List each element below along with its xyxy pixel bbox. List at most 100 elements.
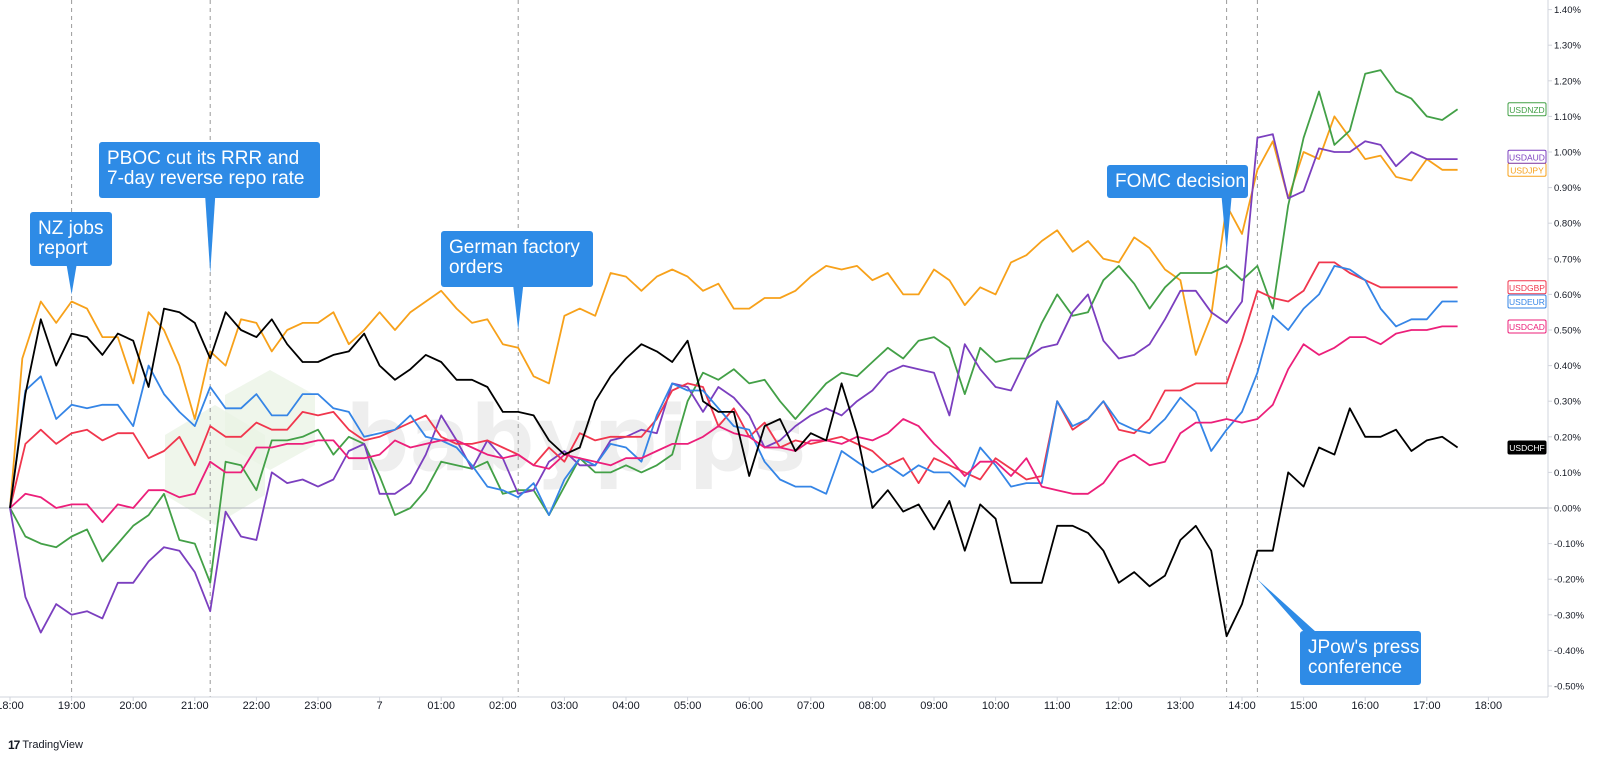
annotation-text: PBOC cut its RRR and xyxy=(107,148,299,169)
annotation-callout: FOMC decision xyxy=(1107,165,1248,252)
x-tick-label: 19:00 xyxy=(58,700,86,712)
series-label-text: USDAUD xyxy=(1509,152,1545,162)
x-tick-label: 14:00 xyxy=(1228,700,1256,712)
x-tick-label: 06:00 xyxy=(735,700,763,712)
x-tick-label: 21:00 xyxy=(181,700,209,712)
y-tick-label: 1.10% xyxy=(1554,112,1581,123)
series-label-usdeur: USDEUR xyxy=(1507,294,1547,309)
y-tick-label: 0.20% xyxy=(1554,432,1581,443)
series-label-text: USDNZD xyxy=(1509,105,1544,115)
y-tick-label: 0.00% xyxy=(1554,504,1581,515)
series-label-box xyxy=(1507,319,1547,334)
series-label-box xyxy=(1507,102,1547,117)
series-label-box xyxy=(1507,280,1547,295)
y-tick-label: 1.30% xyxy=(1554,41,1581,52)
annotation-box xyxy=(1300,631,1421,685)
annotation-pointer xyxy=(205,197,216,274)
series-label-usdnzd: USDNZD xyxy=(1507,102,1547,117)
series-line-usdcad xyxy=(9,325,1458,524)
annotation-text: NZ jobs xyxy=(38,218,103,239)
x-tick-label: 13:00 xyxy=(1167,700,1195,712)
series-label-box xyxy=(1507,294,1547,309)
x-tick-label: 08:00 xyxy=(859,700,887,712)
tradingview-brand-name: TradingView xyxy=(22,739,83,751)
x-tick-label: 18:00 xyxy=(0,700,24,712)
annotation-text: orders xyxy=(449,257,503,278)
series-line-usdaud xyxy=(9,133,1458,634)
annotation-text: German factory xyxy=(449,237,580,258)
series-layer xyxy=(9,69,1459,638)
x-tick-label: 11:00 xyxy=(1044,700,1071,712)
x-tick-label: 15:00 xyxy=(1290,700,1318,712)
y-tick-label: 0.60% xyxy=(1554,290,1581,301)
x-tick-label: 22:00 xyxy=(243,700,271,712)
series-line-usdnzd xyxy=(9,69,1459,584)
series-label-box xyxy=(1507,440,1547,455)
series-label-text: USDGBP xyxy=(1509,283,1545,293)
series-line-usdchf xyxy=(9,307,1459,638)
x-tick-label: 03:00 xyxy=(551,700,579,712)
annotation-pointer xyxy=(513,286,524,330)
series-label-usdcad: USDCAD xyxy=(1507,319,1547,334)
annotation-text: 7-day reverse repo rate xyxy=(107,168,305,189)
series-label-text: USDCHF xyxy=(1509,443,1544,453)
series-label-usdaud: USDAUD xyxy=(1507,149,1547,164)
y-tick-label: 0.90% xyxy=(1554,183,1581,194)
x-tick-label: 12:00 xyxy=(1105,700,1133,712)
annotation-box xyxy=(1107,165,1248,198)
series-label-text: USDEUR xyxy=(1509,297,1545,307)
series-label-box xyxy=(1507,149,1547,164)
y-tick-label: -0.40% xyxy=(1554,646,1585,657)
annotation-text: FOMC decision xyxy=(1115,171,1246,192)
series-label-text: USDJPY xyxy=(1510,165,1544,175)
x-tick-label: 09:00 xyxy=(920,700,948,712)
series-label-usdchf: USDCHF xyxy=(1507,440,1547,455)
tradingview-brand: 17 TradingView xyxy=(8,738,83,752)
x-tick-label: 23:00 xyxy=(304,700,332,712)
series-line-usdgbp xyxy=(9,261,1458,509)
series-label-text: USDCAD xyxy=(1509,322,1545,332)
x-axis: 18:00 19:00 20:00 21:00 22:00 23:00 7 01:00 02:0… xyxy=(0,696,1548,712)
y-tick-label: 1.40% xyxy=(1554,5,1581,16)
y-tick-label: 0.50% xyxy=(1554,326,1581,337)
x-tick-label: 17:00 xyxy=(1413,700,1441,712)
y-tick-label: -0.30% xyxy=(1554,610,1585,621)
y-tick-label: 1.20% xyxy=(1554,76,1581,87)
x-tick-label: 05:00 xyxy=(674,700,702,712)
y-tick-label: 0.70% xyxy=(1554,254,1581,265)
x-tick-label: 04:00 xyxy=(612,700,640,712)
annotation-box xyxy=(99,142,320,198)
tradingview-logo-icon: 17 xyxy=(8,738,20,752)
y-tick-label: 1.00% xyxy=(1554,148,1581,159)
series-label-usdjpy: USDJPY xyxy=(1507,162,1547,177)
annotation-text: report xyxy=(38,238,88,259)
y-tick-label: -0.10% xyxy=(1554,539,1585,550)
annotation-box xyxy=(30,212,112,266)
annotation-text: conference xyxy=(1308,657,1402,678)
y-tick-label: 0.30% xyxy=(1554,397,1581,408)
x-tick-label: 16:00 xyxy=(1351,700,1379,712)
y-tick-label: -0.20% xyxy=(1554,575,1585,586)
annotation-pointer xyxy=(1221,197,1232,252)
x-tick-label: 07:00 xyxy=(797,700,825,712)
x-tick-label: 10:00 xyxy=(982,700,1010,712)
y-tick-label: -0.50% xyxy=(1554,682,1585,693)
y-tick-label: 0.10% xyxy=(1554,468,1581,479)
y-tick-label: 0.80% xyxy=(1554,219,1581,230)
annotation-pointer xyxy=(1257,579,1316,632)
series-label-layer: USDNZD USDJPY USDAUD USDGBP USDEUR USDCAD USDC… xyxy=(1507,102,1547,455)
series-line-usdeur xyxy=(9,265,1458,516)
annotation-box xyxy=(441,231,593,287)
annotation-text: JPow's press xyxy=(1308,637,1419,658)
x-tick-label: 20:00 xyxy=(119,700,147,712)
y-tick-label: 0.40% xyxy=(1554,361,1581,372)
y-axis: 1.40% 1.30% 1.20% 1.10% 1.00% 0.90% 0.80% 0.70%… xyxy=(1547,0,1585,697)
x-tick-label: 18:00 xyxy=(1475,700,1503,712)
x-tick-label: 01:00 xyxy=(427,700,455,712)
